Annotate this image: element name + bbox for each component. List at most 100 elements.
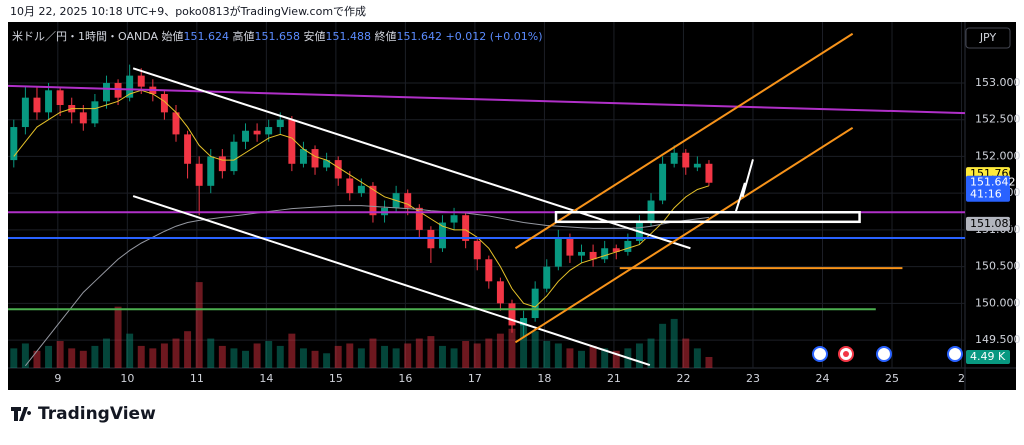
- candle-body: [114, 82, 122, 98]
- price-tag-label: 151.082: [970, 217, 1016, 230]
- volume-bar: [612, 350, 620, 368]
- event-icon[interactable]: [947, 346, 963, 362]
- candle-body: [126, 75, 134, 98]
- volume-bar: [705, 356, 713, 368]
- moving-average: [24, 205, 710, 367]
- y-tick-label: 153.000: [975, 76, 1021, 89]
- legend: 米ドル／円・1時間・OANDA 始値151.624 高値151.658 安値15…: [12, 29, 543, 43]
- volume-bar: [508, 328, 516, 368]
- legend-label: 終値: [375, 29, 397, 43]
- x-tick-label: 17: [468, 372, 482, 385]
- volume-bar: [230, 348, 238, 368]
- price-tag-label: 151.642: [970, 176, 1016, 189]
- legend-value: 151.642: [397, 30, 443, 43]
- candle-body: [91, 101, 99, 124]
- candle-body: [311, 149, 319, 168]
- volume-bar: [323, 353, 331, 368]
- y-tick-label: 152.500: [975, 113, 1021, 126]
- x-tick-label: 24: [815, 372, 829, 385]
- legend-value: 151.624: [184, 30, 230, 43]
- x-tick-label: 23: [746, 372, 760, 385]
- volume-bar: [427, 336, 435, 368]
- candles: [10, 64, 713, 367]
- countdown: 41:16: [970, 188, 1002, 201]
- candle-body: [485, 259, 493, 282]
- currency[interactable]: JPY: [979, 31, 997, 44]
- volume-bar: [265, 341, 273, 368]
- volume-bar: [438, 345, 446, 368]
- y-tick-label: 152.000: [975, 149, 1021, 162]
- candle-body: [56, 90, 64, 106]
- trend-line: [8, 84, 965, 115]
- candle-body: [531, 288, 539, 319]
- candle-body: [334, 160, 342, 179]
- candle-body: [450, 215, 458, 223]
- legend-label: 安値: [304, 29, 326, 43]
- volume-bar: [21, 343, 29, 368]
- volume-bar: [45, 345, 53, 368]
- grid: [8, 22, 965, 368]
- candle-body: [693, 163, 701, 168]
- drawings: [8, 32, 965, 367]
- event-icon[interactable]: [876, 346, 892, 362]
- candle-body: [346, 178, 354, 194]
- candle-body: [601, 248, 609, 260]
- trend-line: [132, 195, 651, 367]
- candle-body: [218, 156, 226, 172]
- x-tick-label: 22: [676, 372, 690, 385]
- candle-body: [415, 207, 423, 230]
- candle-body: [612, 248, 620, 252]
- logo-mark: [11, 407, 32, 421]
- volume-bar: [404, 343, 412, 368]
- volume-bar: [554, 343, 562, 368]
- x-tick-label: 21: [607, 372, 621, 385]
- candle-body: [323, 160, 331, 168]
- axes: 149.500150.000150.500151.000151.500152.0…: [54, 76, 1020, 385]
- volume-bar: [149, 348, 157, 368]
- candle-body: [473, 240, 481, 260]
- candle-body: [624, 240, 632, 252]
- candle-body: [288, 119, 296, 164]
- x-tick-label: 10: [120, 372, 134, 385]
- candle-body: [554, 237, 562, 267]
- volume-bar: [242, 350, 249, 368]
- volume-bar: [682, 338, 690, 368]
- candle-body: [427, 229, 435, 249]
- brand: TradingView: [38, 404, 156, 424]
- candle-body: [404, 193, 412, 208]
- candle-body: [705, 163, 713, 183]
- candle-body: [496, 281, 504, 304]
- candle-body: [299, 149, 307, 164]
- moving-average: [13, 89, 710, 308]
- candle-body: [207, 156, 215, 186]
- currency-box[interactable]: [965, 27, 1011, 49]
- volume-bar: [415, 338, 423, 368]
- volume-bar: [195, 282, 203, 368]
- candle-body: [242, 130, 249, 142]
- volume-bar: [496, 333, 504, 368]
- candle-body: [682, 152, 690, 168]
- candle-body: [79, 112, 87, 124]
- volume-bar: [68, 348, 76, 368]
- candle-body: [462, 215, 470, 241]
- legend-value: 151.488: [326, 30, 372, 43]
- volume-bar: [126, 333, 134, 368]
- volume-bar: [253, 343, 261, 368]
- price-tag: [966, 216, 1010, 231]
- volume-bar: [137, 345, 145, 368]
- event-icon[interactable]: [812, 346, 828, 362]
- legend-change: +0.012: [446, 30, 487, 43]
- volume-bar: [346, 343, 354, 368]
- candle-body: [253, 130, 261, 135]
- y-tick-label: 150.000: [975, 296, 1021, 309]
- candle-body: [230, 141, 238, 172]
- trend-line: [514, 126, 854, 344]
- volume-bar: [172, 338, 180, 368]
- trend-line: [734, 159, 754, 213]
- volume-bar: [566, 348, 574, 368]
- y-tick-label: 150.500: [975, 260, 1021, 273]
- candle-body: [566, 237, 574, 256]
- volume-bar: [103, 338, 110, 368]
- volume-bar: [578, 350, 585, 368]
